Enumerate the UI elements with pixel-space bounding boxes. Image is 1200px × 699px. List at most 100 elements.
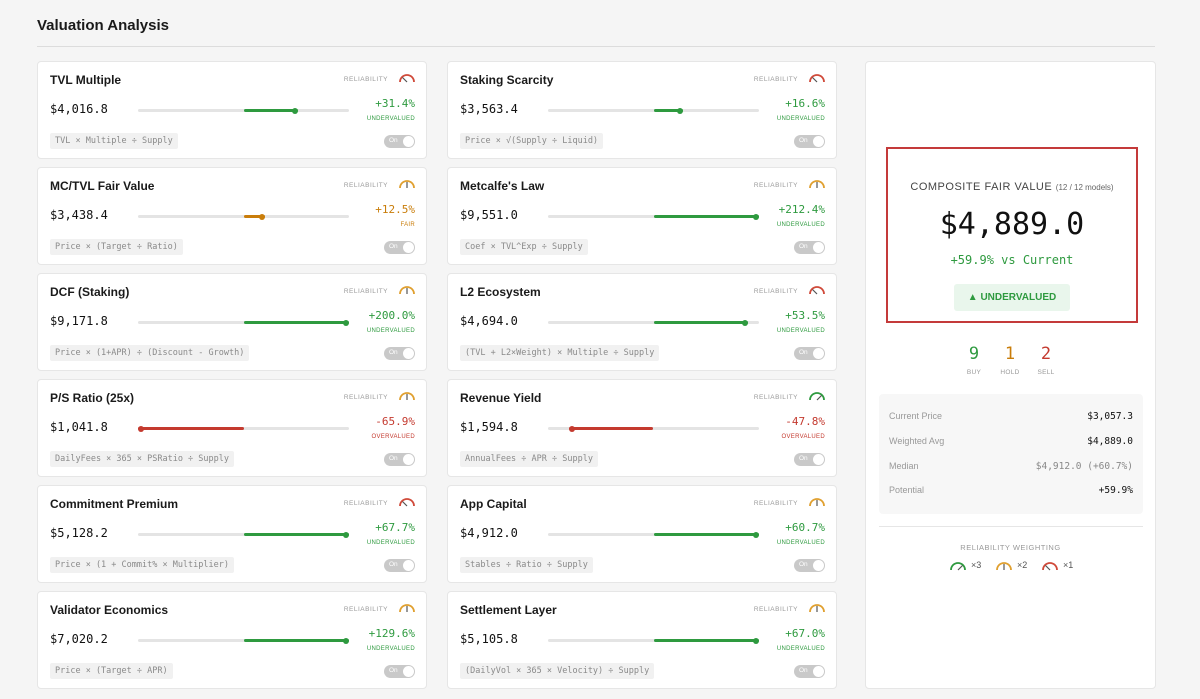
weighting-mid-text: ×2	[1017, 560, 1028, 570]
model-fair-value: $4,912.0	[460, 526, 518, 540]
model-formula: Price × (1+APR) ÷ (Discount - Growth)	[50, 345, 250, 361]
valuation-bar-fill	[243, 639, 349, 642]
model-percent-change: +129.6%	[368, 627, 415, 640]
toggle-knob	[813, 242, 824, 253]
weighting-high-text: ×3	[971, 560, 982, 570]
model-toggle[interactable]: On	[794, 665, 825, 678]
toggle-knob	[813, 454, 824, 465]
model-formula: TVL × Multiple ÷ Supply	[50, 133, 178, 149]
reliability-gauge-icon	[399, 180, 415, 189]
model-percent-change: +200.0%	[368, 309, 415, 322]
panel-divider	[879, 526, 1143, 527]
reliability-gauge-icon	[399, 286, 415, 295]
model-card: Validator Economics RELIABILITY $7,020.2…	[37, 591, 427, 689]
model-percent-change: +67.0%	[785, 627, 825, 640]
model-card: Settlement Layer RELIABILITY $5,105.8 +6…	[447, 591, 837, 689]
reliability-label: RELIABILITY	[753, 500, 798, 507]
model-card: App Capital RELIABILITY $4,912.0 +60.7% …	[447, 485, 837, 583]
toggle-knob	[403, 666, 414, 677]
model-card: MC/TVL Fair Value RELIABILITY $3,438.4 +…	[37, 167, 427, 265]
toggle-label: On	[799, 349, 808, 356]
toggle-knob	[403, 454, 414, 465]
model-name: TVL Multiple	[50, 73, 122, 87]
page-title: Valuation Analysis	[37, 17, 169, 34]
valuation-bar-fill	[653, 109, 684, 112]
valuation-bar-fill	[653, 215, 759, 218]
model-formula: (DailyVol × 365 × Velocity) ÷ Supply	[460, 663, 655, 679]
model-status: UNDERVALUED	[776, 646, 825, 652]
valuation-bar	[548, 107, 759, 114]
model-card: P/S Ratio (25x) RELIABILITY $1,041.8 -65…	[37, 379, 427, 477]
reliability-label: RELIABILITY	[343, 288, 388, 295]
model-formula: Price × √(Supply ÷ Liquid)	[460, 133, 604, 149]
valuation-bar-marker	[258, 213, 265, 220]
valuation-bar	[138, 637, 349, 644]
valuation-bar-fill	[243, 533, 349, 536]
reliability-label: RELIABILITY	[343, 76, 388, 83]
valuation-bar-fill	[653, 321, 749, 324]
model-toggle[interactable]: On	[794, 241, 825, 254]
model-formula: Price × (Target ÷ APR)	[50, 663, 173, 679]
composite-fair-value-box: COMPOSITE FAIR VALUE (12 / 12 models) $4…	[886, 147, 1138, 323]
toggle-knob	[813, 560, 824, 571]
model-toggle[interactable]: On	[794, 559, 825, 572]
model-status: UNDERVALUED	[366, 328, 415, 334]
model-percent-change: +212.4%	[778, 203, 825, 216]
model-toggle[interactable]: On	[794, 347, 825, 360]
weighting-low-text: ×1	[1063, 560, 1074, 570]
stat-label-weighted-avg: Weighted Avg	[889, 436, 945, 446]
reliability-label: RELIABILITY	[343, 394, 388, 401]
valuation-bar-marker	[677, 107, 684, 114]
model-card: L2 Ecosystem RELIABILITY $4,694.0 +53.5%…	[447, 273, 837, 371]
model-name: Staking Scarcity	[460, 73, 554, 87]
valuation-bar-marker	[343, 531, 349, 538]
reliability-gauge-icon	[399, 498, 415, 507]
model-toggle[interactable]: On	[794, 135, 825, 148]
model-fair-value: $1,041.8	[50, 420, 108, 434]
model-formula: (TVL + L2×Weight) × Multiple ÷ Supply	[460, 345, 660, 361]
model-percent-change: +67.7%	[375, 521, 415, 534]
model-toggle[interactable]: On	[384, 665, 415, 678]
toggle-label: On	[799, 243, 808, 250]
toggle-label: On	[799, 561, 808, 568]
model-fair-value: $7,020.2	[50, 632, 108, 646]
valuation-bar-fill	[243, 109, 299, 112]
valuation-bar	[548, 425, 759, 432]
model-toggle[interactable]: On	[384, 347, 415, 360]
model-toggle[interactable]: On	[384, 135, 415, 148]
model-status: UNDERVALUED	[776, 328, 825, 334]
title-divider	[37, 46, 1155, 47]
model-name: DCF (Staking)	[50, 285, 130, 299]
model-status: UNDERVALUED	[366, 540, 415, 546]
model-status: OVERVALUED	[781, 434, 825, 440]
model-name: P/S Ratio (25x)	[50, 391, 135, 405]
gauge-high-icon	[950, 562, 966, 571]
model-card: TVL Multiple RELIABILITY $4,016.8 +31.4%…	[37, 61, 427, 159]
stat-label-potential: Potential	[889, 485, 925, 495]
model-fair-value: $3,438.4	[50, 208, 108, 222]
toggle-label: On	[389, 561, 398, 568]
hold-count: 1	[1004, 344, 1016, 364]
model-card: Commitment Premium RELIABILITY $5,128.2 …	[37, 485, 427, 583]
model-toggle[interactable]: On	[384, 241, 415, 254]
buy-label: BUY	[966, 369, 982, 376]
model-card: DCF (Staking) RELIABILITY $9,171.8 +200.…	[37, 273, 427, 371]
valuation-bar-fill	[138, 427, 244, 430]
model-toggle[interactable]: On	[794, 453, 825, 466]
model-toggle[interactable]: On	[384, 453, 415, 466]
valuation-bar	[138, 107, 349, 114]
model-status: OVERVALUED	[371, 434, 415, 440]
model-status: UNDERVALUED	[776, 540, 825, 546]
model-toggle[interactable]: On	[384, 559, 415, 572]
model-status: UNDERVALUED	[776, 222, 825, 228]
valuation-bar-marker	[753, 531, 759, 538]
reliability-gauge-icon	[399, 604, 415, 613]
toggle-knob	[813, 136, 824, 147]
model-status: UNDERVALUED	[366, 646, 415, 652]
valuation-bar-marker	[292, 107, 299, 114]
reliability-label: RELIABILITY	[343, 606, 388, 613]
model-name: Settlement Layer	[460, 603, 557, 617]
model-percent-change: -47.8%	[785, 415, 825, 428]
valuation-bar	[138, 425, 349, 432]
model-fair-value: $5,105.8	[460, 632, 518, 646]
